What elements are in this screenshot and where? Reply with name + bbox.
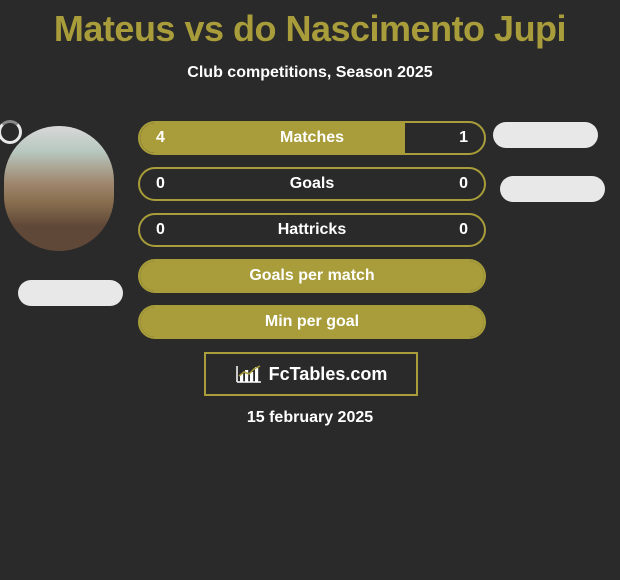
player-right-name-placeholder [500,176,605,202]
stat-value-left: 0 [140,175,200,193]
stat-label: Min per goal [200,313,424,331]
player-left-name-placeholder [18,280,123,306]
page-subtitle: Club competitions, Season 2025 [0,64,620,82]
stat-label: Hattricks [200,221,424,239]
comparison-rows: 4Matches10Goals00Hattricks0Goals per mat… [138,121,486,351]
stat-value-right: 0 [424,221,484,239]
stat-label: Goals [200,175,424,193]
stat-label: Goals per match [200,267,424,285]
player-right-avatar-placeholder [493,122,598,148]
watermark-text: FcTables.com [269,364,388,385]
stat-value-left: 4 [140,129,200,147]
stat-row: 0Hattricks0 [138,213,486,247]
comparison-date: 15 february 2025 [0,409,620,427]
bar-chart-icon [235,364,263,384]
stat-row: Min per goal [138,305,486,339]
stat-value-right: 0 [424,175,484,193]
stat-value-right: 1 [424,129,484,147]
page-title: Mateus vs do Nascimento Jupi [0,0,620,50]
stat-label: Matches [200,129,424,147]
player-left-avatar [4,126,114,251]
stat-row: Goals per match [138,259,486,293]
loading-spinner-icon [0,120,22,144]
watermark-badge: FcTables.com [204,352,418,396]
stat-row: 4Matches1 [138,121,486,155]
stat-value-left: 0 [140,221,200,239]
stat-row: 0Goals0 [138,167,486,201]
